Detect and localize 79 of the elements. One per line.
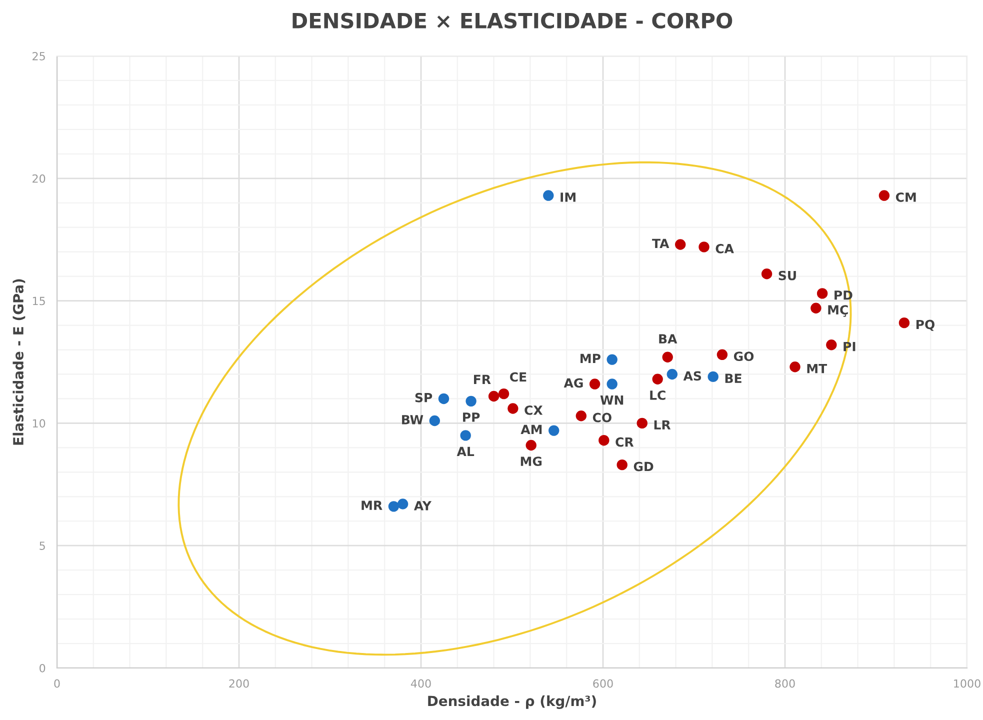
- annotation: CA: [716, 244, 734, 254]
- y-axis-title: Elasticidade - E (GPa): [12, 279, 26, 445]
- point: [498, 388, 510, 400]
- point: [438, 393, 450, 404]
- point: [488, 390, 500, 402]
- point: [526, 440, 536, 451]
- annotation: BE: [725, 374, 742, 383]
- x-tick-label: 0: [54, 679, 60, 688]
- annotation: GO: [734, 352, 754, 362]
- point: [548, 425, 560, 436]
- point: [816, 288, 828, 299]
- point: [598, 434, 610, 446]
- point: [698, 242, 710, 252]
- annotation: MP: [580, 354, 600, 363]
- point: [388, 501, 400, 512]
- point: [606, 378, 618, 390]
- annotation: WN: [600, 396, 624, 405]
- annotation: PP: [463, 412, 480, 422]
- point: [666, 368, 678, 380]
- point: [466, 396, 476, 407]
- y-tick-label: 20: [32, 174, 46, 183]
- point: [652, 374, 663, 384]
- annotation: AG: [564, 378, 583, 388]
- point: [429, 415, 440, 426]
- point: [543, 190, 554, 201]
- annotation: BW: [402, 415, 424, 424]
- y-tick-label: 25: [32, 52, 45, 60]
- point: [589, 378, 600, 390]
- point: [508, 403, 518, 414]
- annotation: CR: [616, 437, 634, 447]
- point: [616, 459, 628, 470]
- point: [878, 190, 890, 201]
- annotation: AL: [456, 446, 474, 456]
- annotation: CM: [896, 192, 916, 202]
- annotation: MR: [362, 500, 382, 510]
- point: [606, 354, 618, 365]
- point: [460, 430, 471, 441]
- point: [636, 418, 648, 429]
- annotation: CX: [524, 405, 543, 415]
- point: [716, 349, 728, 360]
- point: [662, 352, 673, 362]
- x-tick-label: 800: [775, 679, 795, 688]
- point: [898, 317, 910, 328]
- annotation: LC: [650, 390, 666, 400]
- annotation: TA: [652, 238, 670, 248]
- annotation: CO: [592, 412, 612, 422]
- x-tick-label: 400: [410, 679, 431, 688]
- point: [826, 340, 837, 350]
- point: [674, 239, 686, 250]
- annotation: PQ: [916, 320, 934, 331]
- annotation: MG: [520, 456, 542, 466]
- y-tick-label: 15: [32, 296, 45, 306]
- x-tick-label: 200: [229, 679, 249, 688]
- point: [761, 268, 772, 280]
- annotation: AY: [414, 501, 432, 510]
- annotation: SP: [415, 392, 432, 402]
- annotation: MÇ: [828, 305, 848, 317]
- x-axis-title: Densidade - ρ (kg/m³): [428, 695, 596, 709]
- point: [708, 371, 718, 382]
- point: [810, 302, 822, 314]
- x-tick-label: 600: [593, 679, 613, 688]
- point: [576, 410, 587, 422]
- annotation: SU: [778, 270, 796, 280]
- annotation: AM: [520, 424, 542, 434]
- annotation: AS: [683, 371, 702, 381]
- annotation: CE: [510, 372, 526, 382]
- y-tick-label: 5: [40, 542, 45, 550]
- y-tick-label: 0: [40, 664, 46, 672]
- annotation: GD: [634, 462, 654, 472]
- annotation: MT: [807, 364, 828, 374]
- annotation: FR: [474, 374, 491, 384]
- annotation: IM: [560, 192, 576, 202]
- point: [397, 498, 408, 510]
- annotation: BA: [659, 334, 678, 344]
- x-tick-label: 1000: [954, 679, 980, 688]
- chart-title: DENSIDADE × ELASTICIDADE - CORPO: [292, 12, 732, 29]
- y-tick-label: 10: [32, 419, 46, 428]
- point: [790, 362, 800, 372]
- annotation: LR: [654, 420, 671, 430]
